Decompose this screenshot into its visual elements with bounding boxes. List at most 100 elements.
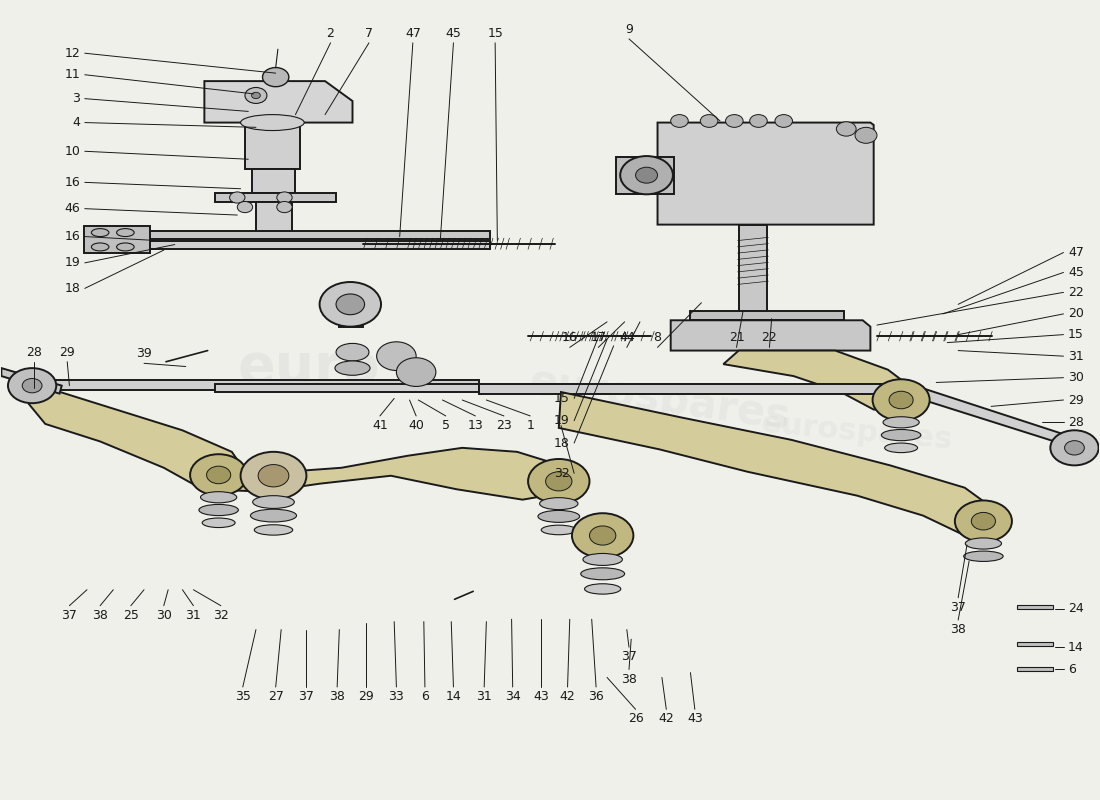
Text: 42: 42 xyxy=(659,712,674,726)
Polygon shape xyxy=(25,380,478,390)
Polygon shape xyxy=(903,384,1093,453)
Text: 43: 43 xyxy=(534,690,549,703)
Circle shape xyxy=(590,526,616,545)
Text: 32: 32 xyxy=(554,467,570,480)
Ellipse shape xyxy=(251,510,297,522)
Circle shape xyxy=(376,342,416,370)
Text: 28: 28 xyxy=(1068,416,1084,429)
Ellipse shape xyxy=(540,498,578,510)
Text: 26: 26 xyxy=(628,712,643,726)
Circle shape xyxy=(22,378,42,393)
Circle shape xyxy=(528,459,590,504)
Circle shape xyxy=(207,466,231,484)
Text: 6: 6 xyxy=(1068,663,1076,676)
Text: 41: 41 xyxy=(372,419,388,432)
Ellipse shape xyxy=(966,538,1001,549)
Ellipse shape xyxy=(881,430,921,441)
Text: euro: euro xyxy=(238,341,380,395)
Text: 17: 17 xyxy=(591,331,606,344)
Text: 13: 13 xyxy=(468,419,483,432)
Text: 34: 34 xyxy=(505,690,520,703)
Ellipse shape xyxy=(254,525,293,535)
Text: 8: 8 xyxy=(653,331,661,344)
Circle shape xyxy=(671,114,689,127)
Circle shape xyxy=(258,465,289,487)
Text: 32: 32 xyxy=(213,609,229,622)
Circle shape xyxy=(955,501,1012,542)
Text: 45: 45 xyxy=(1068,266,1084,279)
Polygon shape xyxy=(194,448,572,500)
Ellipse shape xyxy=(202,518,235,527)
Text: 28: 28 xyxy=(26,346,42,358)
Circle shape xyxy=(971,513,996,530)
Circle shape xyxy=(8,368,56,403)
Circle shape xyxy=(701,114,718,127)
Text: 25: 25 xyxy=(123,609,139,622)
Ellipse shape xyxy=(884,443,917,453)
Polygon shape xyxy=(1018,605,1053,609)
Circle shape xyxy=(245,87,267,103)
Text: 43: 43 xyxy=(688,712,703,726)
Polygon shape xyxy=(1,368,62,394)
Text: 19: 19 xyxy=(554,414,570,427)
Ellipse shape xyxy=(336,343,368,361)
Ellipse shape xyxy=(241,114,305,130)
Text: 42: 42 xyxy=(560,690,575,703)
Text: 12: 12 xyxy=(65,46,80,60)
Circle shape xyxy=(396,358,436,386)
Text: 37: 37 xyxy=(62,609,77,622)
Polygon shape xyxy=(216,193,336,202)
Text: 14: 14 xyxy=(446,690,461,703)
Circle shape xyxy=(620,156,673,194)
Text: 6: 6 xyxy=(421,690,429,703)
Polygon shape xyxy=(658,122,873,225)
Ellipse shape xyxy=(334,361,370,375)
Polygon shape xyxy=(1018,667,1053,671)
Text: 16: 16 xyxy=(562,331,578,344)
Ellipse shape xyxy=(964,551,1003,562)
Text: 1: 1 xyxy=(526,419,535,432)
Text: eurospares: eurospares xyxy=(527,361,793,439)
Ellipse shape xyxy=(253,496,295,509)
Polygon shape xyxy=(98,231,489,239)
Polygon shape xyxy=(205,81,352,122)
Ellipse shape xyxy=(91,243,109,251)
Text: 11: 11 xyxy=(65,68,80,82)
Polygon shape xyxy=(245,122,300,169)
Ellipse shape xyxy=(584,584,620,594)
Text: 35: 35 xyxy=(234,690,251,703)
Text: 7: 7 xyxy=(365,26,373,40)
Polygon shape xyxy=(724,350,917,410)
Text: 15: 15 xyxy=(554,392,570,405)
Text: 3: 3 xyxy=(73,92,80,105)
Circle shape xyxy=(836,122,856,136)
Text: 15: 15 xyxy=(487,26,503,40)
Polygon shape xyxy=(671,320,870,350)
Circle shape xyxy=(726,114,744,127)
Ellipse shape xyxy=(538,510,580,522)
Polygon shape xyxy=(339,304,363,326)
Text: 24: 24 xyxy=(1068,602,1084,615)
Ellipse shape xyxy=(883,417,920,428)
Polygon shape xyxy=(559,392,1000,534)
Text: 23: 23 xyxy=(496,419,512,432)
Text: 30: 30 xyxy=(156,609,172,622)
Circle shape xyxy=(336,294,364,314)
Text: 36: 36 xyxy=(588,690,604,703)
Text: 37: 37 xyxy=(298,690,315,703)
Text: 4: 4 xyxy=(73,116,80,129)
Circle shape xyxy=(263,67,289,86)
Text: 39: 39 xyxy=(136,347,152,360)
Polygon shape xyxy=(216,384,478,392)
Polygon shape xyxy=(478,384,912,394)
Text: 16: 16 xyxy=(65,176,80,189)
Polygon shape xyxy=(29,386,243,486)
Text: 18: 18 xyxy=(554,437,570,450)
Ellipse shape xyxy=(91,229,109,237)
Text: 18: 18 xyxy=(65,282,80,295)
Text: 20: 20 xyxy=(1068,307,1084,321)
Polygon shape xyxy=(616,157,674,194)
Text: 27: 27 xyxy=(267,690,284,703)
Circle shape xyxy=(855,127,877,143)
Text: 40: 40 xyxy=(408,419,425,432)
